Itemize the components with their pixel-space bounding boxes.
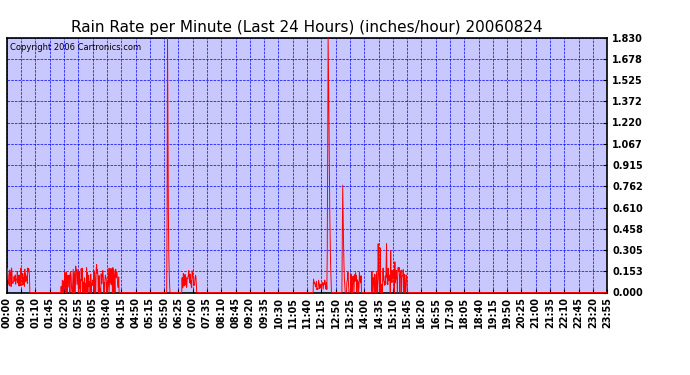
Text: Copyright 2006 Cartronics.com: Copyright 2006 Cartronics.com — [10, 43, 141, 52]
Title: Rain Rate per Minute (Last 24 Hours) (inches/hour) 20060824: Rain Rate per Minute (Last 24 Hours) (in… — [71, 20, 543, 35]
